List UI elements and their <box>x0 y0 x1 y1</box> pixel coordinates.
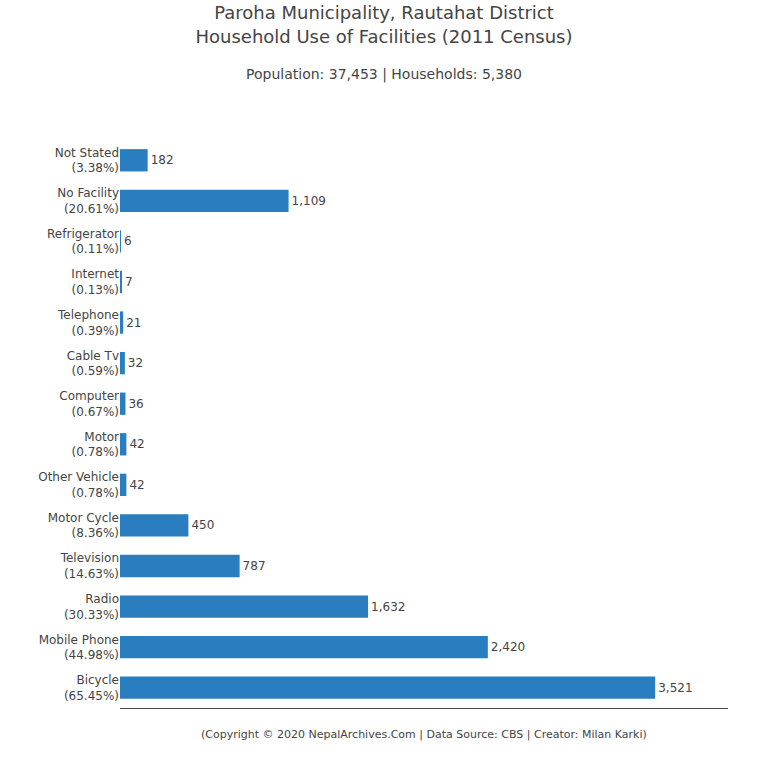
svg-text:Mobile Phone(44.98%): Mobile Phone(44.98%) <box>39 633 119 663</box>
svg-text:1,632: 1,632 <box>371 600 405 614</box>
svg-text:36: 36 <box>128 397 143 411</box>
svg-text:450: 450 <box>191 518 214 532</box>
svg-text:32: 32 <box>128 356 143 370</box>
svg-text:Other Vehicle(0.78%): Other Vehicle(0.78%) <box>38 470 119 500</box>
svg-text:787: 787 <box>243 559 266 573</box>
svg-text:Radio(30.33%): Radio(30.33%) <box>64 592 119 622</box>
svg-text:6: 6 <box>124 234 132 248</box>
svg-text:7: 7 <box>125 275 133 289</box>
svg-text:21: 21 <box>126 316 141 330</box>
svg-text:Cable Tv(0.59%): Cable Tv(0.59%) <box>67 349 119 379</box>
svg-text:182: 182 <box>151 153 174 167</box>
svg-text:Paroha Municipality, Rautahat: Paroha Municipality, Rautahat DistrictHo… <box>195 2 572 46</box>
svg-text:Television(14.63%): Television(14.63%) <box>60 551 119 581</box>
svg-text:Telephone(0.39%): Telephone(0.39%) <box>57 308 119 338</box>
svg-text:(Copyright © 2020 NepalArchive: (Copyright © 2020 NepalArchives.Com | Da… <box>201 728 647 741</box>
svg-text:Refrigerator(0.11%): Refrigerator(0.11%) <box>47 227 119 257</box>
svg-text:Bicycle(65.45%): Bicycle(65.45%) <box>64 673 119 703</box>
svg-text:Population: 37,453 | Household: Population: 37,453 | Households: 5,380 <box>246 66 522 83</box>
svg-text:2,420: 2,420 <box>491 640 525 654</box>
svg-text:Motor(0.78%): Motor(0.78%) <box>72 430 120 460</box>
svg-text:3,521: 3,521 <box>658 681 692 695</box>
svg-text:No Facility(20.61%): No Facility(20.61%) <box>57 186 119 216</box>
svg-text:1,109: 1,109 <box>292 194 326 208</box>
svg-text:Internet(0.13%): Internet(0.13%) <box>71 267 119 297</box>
svg-text:Computer(0.67%): Computer(0.67%) <box>59 389 119 419</box>
svg-text:42: 42 <box>129 478 144 492</box>
svg-text:Motor Cycle(8.36%): Motor Cycle(8.36%) <box>48 511 119 541</box>
svg-text:42: 42 <box>129 437 144 451</box>
svg-text:Not Stated(3.38%): Not Stated(3.38%) <box>55 146 119 176</box>
